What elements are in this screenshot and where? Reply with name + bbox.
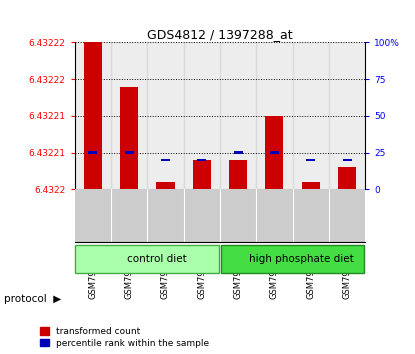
Bar (75, 42, 111, 189)
Bar (265, 116, 283, 189)
Bar (229, 160, 247, 189)
Bar (120, 87, 138, 189)
Bar (197, 159, 206, 161)
Bar (84, 42, 102, 189)
FancyBboxPatch shape (76, 245, 219, 273)
Bar (183, 42, 220, 189)
Bar (193, 160, 211, 189)
Bar (124, 152, 134, 154)
Text: control diet: control diet (127, 254, 186, 264)
Bar (270, 152, 279, 154)
Bar (338, 167, 356, 189)
Text: protocol  ▶: protocol ▶ (4, 294, 61, 304)
Bar (306, 159, 315, 161)
Bar (111, 42, 147, 189)
FancyBboxPatch shape (221, 245, 364, 273)
Bar (342, 159, 352, 161)
Text: high phosphate diet: high phosphate diet (249, 254, 354, 264)
Bar (302, 182, 320, 189)
Bar (329, 42, 365, 189)
Bar (256, 42, 293, 189)
Bar (161, 159, 170, 161)
Bar (88, 152, 98, 154)
Bar (234, 152, 243, 154)
Title: GDS4812 / 1397288_at: GDS4812 / 1397288_at (147, 28, 293, 41)
Bar (220, 42, 256, 189)
Legend: transformed count, percentile rank within the sample: transformed count, percentile rank withi… (38, 325, 211, 349)
Bar (156, 182, 175, 189)
Bar (147, 42, 183, 189)
Bar (293, 42, 329, 189)
